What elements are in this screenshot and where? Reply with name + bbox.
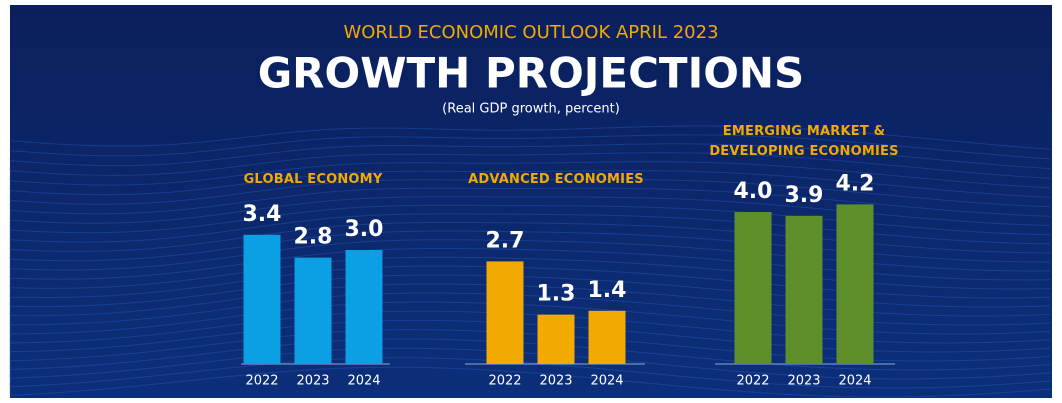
wave xyxy=(9,161,1051,189)
wave xyxy=(9,366,1051,398)
bar xyxy=(486,261,524,364)
chart-title: GLOBAL ECONOMY xyxy=(243,172,383,187)
kicker: WORLD ECONOMIC OUTLOOK APRIL 2023 xyxy=(343,22,718,43)
x-tick-label: 2024 xyxy=(590,374,623,389)
x-tick-label: 2023 xyxy=(539,374,572,389)
wave xyxy=(9,143,1051,170)
chart-title: EMERGING MARKET & DEVELOPING ECONOMIES xyxy=(709,124,899,159)
x-tick-label: 2022 xyxy=(488,374,521,389)
wave xyxy=(9,170,1051,198)
value-label: 4.2 xyxy=(836,171,875,196)
bar xyxy=(537,314,575,364)
value-label: 1.4 xyxy=(588,278,627,303)
bar xyxy=(345,250,383,364)
x-tick-label: 2022 xyxy=(736,374,769,389)
background xyxy=(10,5,1052,398)
value-label: 3.4 xyxy=(243,202,282,227)
wave xyxy=(9,187,1051,217)
bar xyxy=(836,204,874,364)
bar xyxy=(243,234,281,364)
value-label: 1.3 xyxy=(537,282,576,307)
wave xyxy=(9,134,1051,160)
value-label: 2.7 xyxy=(486,228,525,253)
x-tick-label: 2022 xyxy=(245,374,278,389)
wave xyxy=(9,179,1051,208)
bar xyxy=(294,257,332,364)
value-label: 3.9 xyxy=(785,183,824,208)
bar xyxy=(785,215,823,364)
chart-title: ADVANCED ECONOMIES xyxy=(468,172,644,187)
subtitle: (Real GDP growth, percent) xyxy=(442,102,620,117)
value-label: 4.0 xyxy=(734,179,773,204)
value-label: 2.8 xyxy=(294,225,333,250)
x-tick-label: 2024 xyxy=(838,374,871,389)
bar xyxy=(588,310,626,364)
x-tick-label: 2024 xyxy=(347,374,380,389)
title: GROWTH PROJECTIONS xyxy=(258,49,805,98)
wave xyxy=(9,125,1051,150)
value-label: 3.0 xyxy=(345,217,384,242)
x-tick-label: 2023 xyxy=(296,374,329,389)
x-tick-label: 2023 xyxy=(787,374,820,389)
bar xyxy=(734,212,772,364)
wave xyxy=(9,152,1051,179)
